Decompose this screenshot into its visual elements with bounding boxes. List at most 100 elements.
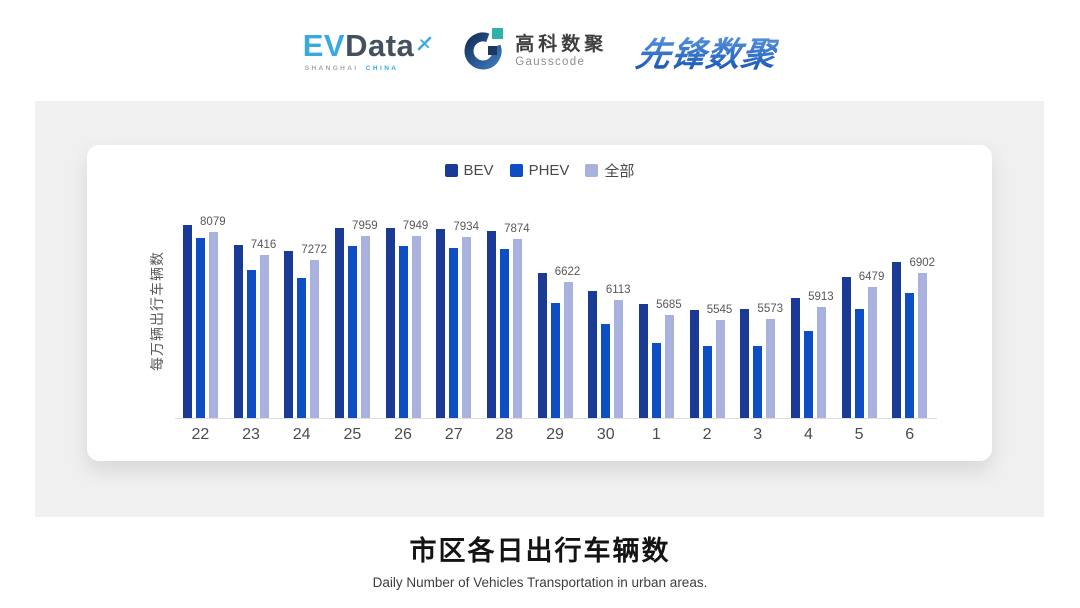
bar-value-label: 5685 [656,299,682,311]
gausscode-en-text: Gausscode [515,55,586,68]
bar-column: 7874 [479,200,530,418]
bar-phev[interactable] [398,246,408,418]
gausscode-wordmark: 高科数聚 Gausscode [515,34,607,68]
bar-bev[interactable] [740,309,750,418]
bar-bev[interactable] [436,229,446,418]
bar-all[interactable] [614,300,624,418]
legend-label: BEV [463,162,494,179]
bar-column: 5545 [682,200,733,418]
bar-all[interactable] [411,236,421,418]
bar-bev[interactable] [284,251,294,418]
bar-group: 6622 [537,200,580,418]
chart-title: 市区各日出行车辆数 [409,536,671,566]
x-tick-label: 28 [495,426,514,443]
bar-column: 5573 [732,200,783,418]
legend-item-all[interactable]: 全部 [585,160,634,181]
bar-bev[interactable] [182,225,192,418]
bar-value-label: 7949 [402,220,429,232]
bar-all[interactable] [208,232,218,418]
bar-phev[interactable] [803,331,813,418]
bar-bev[interactable] [841,277,851,418]
evdata-logo: EV Data SHANGHAI CHINA [303,30,433,72]
evdata-data-text: Data [345,28,415,63]
bar-bev[interactable] [638,304,648,418]
bar-all[interactable] [867,287,877,418]
legend-label: 全部 [604,163,635,180]
bar-bev[interactable] [588,291,598,418]
bar-phev[interactable] [702,346,712,418]
bar-all[interactable] [715,320,725,418]
bar-all[interactable] [512,239,522,418]
bar-column: 6479 [834,200,885,418]
bar-group: 5545 [689,200,732,418]
bar-all[interactable] [259,255,269,418]
bar-bev[interactable] [334,228,344,418]
bar-phev[interactable] [601,324,611,418]
bar-phev[interactable] [347,246,357,418]
legend-swatch [509,164,523,177]
bar-column: 7959 [327,200,378,418]
evdata-subtitle: SHANGHAI CHINA [305,65,399,72]
x-tick-label: 22 [191,426,210,443]
x-tick-label: 5 [854,426,864,443]
bar-phev[interactable] [449,248,459,418]
x-tick-label: 30 [596,426,615,443]
x-tick-label: 27 [444,426,463,443]
bar-bev[interactable] [385,228,395,418]
bar-phev[interactable] [651,343,661,418]
chart-legend: BEV PHEV 全部 [87,160,992,181]
legend-item-bev[interactable]: BEV [444,162,494,179]
bar-phev[interactable] [753,346,763,418]
bar-value-label: 8079 [200,216,226,228]
bar-all[interactable] [310,260,320,418]
bar-value-label: 7959 [352,220,378,232]
bar-all[interactable] [462,237,472,418]
bar-group: 5573 [740,200,783,418]
bar-phev[interactable] [499,249,509,418]
evdata-ev-text: EV [302,28,346,63]
bar-value-label: 7272 [301,244,327,256]
x-tick-label: 4 [803,426,813,443]
chart-subtitle: Daily Number of Vehicles Transportation … [372,575,708,590]
bar-column: 6622 [530,200,581,418]
bar-phev[interactable] [905,293,915,418]
bar-bev[interactable] [790,298,800,418]
bar-column: 7416 [226,200,277,418]
bar-all[interactable] [918,273,928,418]
bar-bev[interactable] [689,310,699,418]
bar-column: 5913 [783,200,834,418]
bar-value-label: 7934 [453,221,479,233]
bar-all[interactable] [563,282,573,418]
x-tick-label: 1 [651,426,661,443]
bar-all[interactable] [816,307,826,418]
x-axis-line [175,418,937,419]
bar-phev[interactable] [297,278,307,418]
bar-bev[interactable] [233,245,243,418]
bar-group: 6479 [841,200,884,418]
bar-value-label: 6113 [605,284,631,296]
bar-all[interactable] [664,315,674,418]
bar-phev[interactable] [854,309,864,418]
bar-value-label: 6622 [554,266,581,278]
bar-group: 7934 [436,200,479,418]
gausscode-cn-text: 高科数聚 [515,34,608,56]
bar-bev[interactable] [486,231,496,418]
gausscode-g-icon [462,27,506,76]
bar-bev[interactable] [537,273,547,418]
x-tick-label: 23 [242,426,260,443]
xianfeng-logo: 先锋数聚 [633,27,780,76]
bar-phev[interactable] [550,303,560,418]
bar-phev[interactable] [246,270,256,418]
bar-bev[interactable] [892,262,902,418]
bar-value-label: 5545 [706,304,733,316]
bar-phev[interactable] [195,238,205,418]
legend-item-phev[interactable]: PHEV [509,162,569,179]
x-tick-label: 6 [905,426,915,443]
bar-all[interactable] [766,319,776,418]
x-tick-label: 2 [702,426,712,443]
bar-all[interactable] [360,236,370,418]
bar-group: 5685 [638,200,682,418]
bar-group: 7272 [284,200,327,418]
x-tick-label: 26 [394,426,412,443]
bar-column: 5685 [631,200,682,418]
